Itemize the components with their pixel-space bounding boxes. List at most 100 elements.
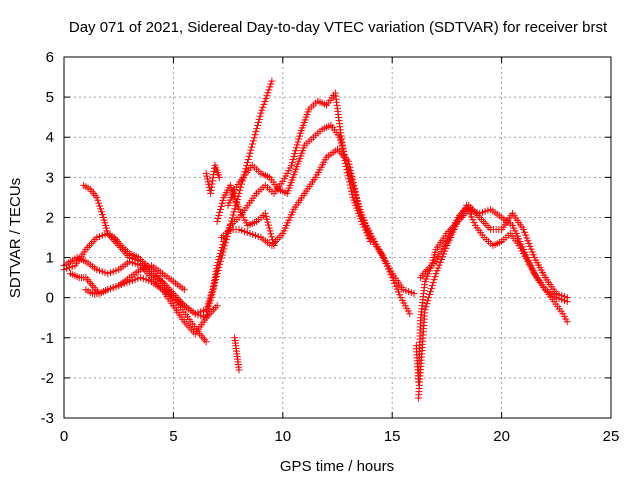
interp-point [211, 274, 219, 282]
interp-point [396, 291, 404, 299]
interp-point [264, 89, 272, 97]
interp-point [209, 283, 217, 291]
interp-point [291, 150, 299, 158]
interp-point [292, 147, 300, 155]
interp-point [346, 166, 354, 174]
interp-point [423, 300, 431, 308]
interp-point [351, 187, 359, 195]
interp-point [96, 202, 104, 210]
data-point [180, 286, 188, 294]
series-arc-m [414, 201, 571, 402]
interp-point [289, 155, 297, 163]
data-point [202, 338, 210, 346]
interp-point [245, 152, 253, 160]
x-tick-label: 25 [603, 428, 620, 445]
interp-point [253, 125, 261, 133]
data-point [344, 157, 352, 165]
data-point [270, 242, 278, 250]
data-point [257, 109, 265, 117]
y-tick-label: 5 [46, 89, 54, 106]
interp-point [355, 202, 363, 210]
data-point [235, 189, 243, 197]
data-point [202, 169, 210, 177]
data-point [379, 254, 387, 262]
x-tick-label: 10 [274, 428, 291, 445]
x-tick-labels: 0 5 10 15 20 25 [60, 428, 620, 445]
interp-point [242, 165, 250, 173]
interp-point [266, 227, 274, 235]
interp-point [218, 199, 226, 207]
interp-point [262, 212, 270, 220]
interp-point [216, 250, 224, 258]
interp-point [243, 159, 251, 167]
interp-point [98, 211, 106, 219]
interp-point [203, 175, 211, 183]
data-marks [60, 77, 571, 402]
interp-point [217, 202, 225, 210]
interp-point [248, 143, 256, 151]
data-point [213, 262, 221, 270]
interp-point [346, 163, 354, 171]
interp-point [268, 233, 276, 241]
interp-point [337, 139, 345, 147]
y-tick-label: 3 [46, 169, 54, 186]
series-arc-k [231, 334, 243, 374]
interp-point [351, 184, 359, 192]
interp-point [218, 244, 226, 252]
data-point [563, 294, 571, 302]
data-point [213, 302, 221, 310]
interp-point [422, 303, 430, 311]
series-arc-e [82, 274, 210, 318]
interp-point [425, 294, 433, 302]
interp-point [260, 100, 268, 108]
series-arc-n [417, 201, 571, 302]
interp-point [350, 181, 358, 189]
interp-point [295, 135, 303, 143]
y-tick-label: -3 [41, 410, 54, 427]
interp-point [264, 218, 272, 226]
interp-point [466, 210, 474, 218]
x-tick-label: 20 [493, 428, 510, 445]
interp-point [293, 141, 301, 149]
data-point [268, 77, 276, 85]
interp-point [214, 214, 222, 222]
interp-point [469, 216, 477, 224]
axis-ticks [63, 56, 612, 419]
interp-point [349, 175, 357, 183]
interp-point [431, 273, 439, 281]
interp-point [210, 280, 218, 288]
interp-point [468, 213, 476, 221]
interp-point [427, 285, 435, 293]
data-point [406, 310, 414, 318]
interp-point [428, 282, 436, 290]
interp-point [338, 142, 346, 150]
interp-point [254, 118, 262, 126]
interp-point [208, 289, 216, 297]
interp-point [214, 259, 222, 267]
interp-point [348, 172, 356, 180]
interp-point [290, 153, 298, 161]
data-point [209, 286, 217, 294]
interp-point [204, 300, 212, 308]
series-arc-f [202, 89, 374, 314]
interp-point [256, 112, 264, 120]
x-tick-label: 15 [384, 428, 401, 445]
interp-point [212, 271, 220, 279]
data-point [288, 161, 296, 169]
interp-point [255, 115, 263, 123]
y-tick-labels: -3 -2 -1 0 1 2 3 4 5 6 [41, 49, 54, 427]
data-point [410, 290, 418, 298]
data-point [93, 193, 101, 201]
interp-point [345, 160, 353, 168]
interp-point [212, 268, 220, 276]
interp-point [354, 199, 362, 207]
interp-point [292, 144, 300, 152]
interp-point [394, 288, 402, 296]
data-point [421, 306, 429, 314]
interp-point [264, 221, 272, 229]
y-tick-label: 1 [46, 250, 54, 267]
y-tick-label: -2 [41, 370, 54, 387]
data-point [563, 318, 571, 326]
interp-point [424, 297, 432, 305]
